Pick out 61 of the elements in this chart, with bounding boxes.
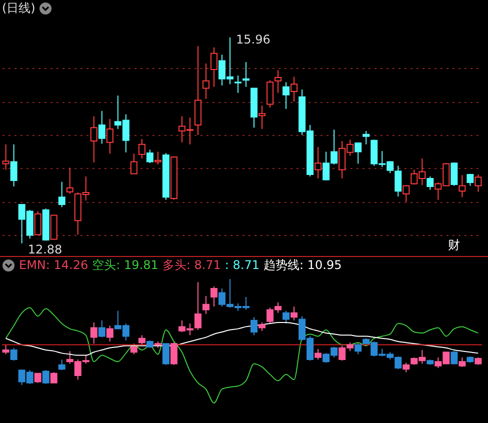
candlestick — [202, 62, 210, 100]
candlestick — [146, 149, 154, 164]
candlestick — [354, 142, 362, 164]
candlestick — [314, 348, 322, 360]
chart-title: (日线) — [2, 0, 36, 16]
candlestick — [402, 362, 410, 373]
text: EMN: 14.26 — [19, 257, 88, 273]
candlestick — [98, 320, 106, 338]
candlestick — [58, 181, 66, 208]
text: : 8.71 — [224, 257, 260, 273]
text: 趋势线: 10.95 — [264, 257, 342, 273]
annotation: 12.88 — [28, 242, 62, 256]
candlestick — [58, 359, 66, 371]
candlestick — [194, 282, 202, 330]
candlestick — [34, 210, 42, 236]
candlestick — [290, 76, 298, 102]
candlestick — [90, 116, 98, 163]
candlestick — [450, 162, 458, 186]
candlestick — [42, 370, 50, 384]
candlestick — [170, 342, 178, 366]
candlestick — [274, 70, 282, 94]
candlestick — [138, 138, 146, 159]
candlestick — [66, 167, 74, 194]
candlestick — [210, 46, 218, 88]
candlestick — [242, 62, 250, 88]
candlestick — [474, 174, 482, 192]
candlestick — [10, 347, 18, 362]
candlestick — [450, 350, 458, 364]
candlestick — [202, 295, 210, 314]
candlestick — [98, 110, 106, 144]
candlestick — [2, 344, 10, 355]
candlestick — [50, 372, 58, 384]
candlestick — [210, 286, 218, 308]
text: 空头: 19.81 — [92, 257, 158, 273]
candlestick — [10, 144, 18, 187]
candlestick — [458, 356, 466, 368]
text: 多头: 8.71 — [162, 257, 221, 273]
candlestick — [314, 146, 322, 179]
candlestick — [282, 310, 290, 324]
candlestick — [362, 130, 370, 145]
candlestick — [162, 343, 170, 366]
candlestick — [130, 153, 138, 174]
candlestick — [34, 372, 42, 384]
candlestick — [354, 342, 362, 355]
candlestick — [138, 334, 146, 346]
candlestick — [90, 322, 98, 344]
annotation: 15.96 — [236, 32, 270, 46]
candlestick — [282, 82, 290, 110]
candlestick — [106, 325, 114, 342]
annotation: 财 — [448, 238, 460, 252]
candlestick — [258, 105, 266, 130]
candlestick — [402, 184, 410, 202]
candlestick — [106, 118, 114, 154]
candlestick — [250, 316, 258, 336]
candlestick — [234, 74, 242, 94]
candlestick — [266, 80, 274, 108]
candlestick — [466, 173, 474, 186]
candlestick — [426, 176, 434, 190]
candlestick — [290, 306, 298, 321]
candlestick — [154, 151, 162, 165]
candlestick — [458, 174, 466, 198]
